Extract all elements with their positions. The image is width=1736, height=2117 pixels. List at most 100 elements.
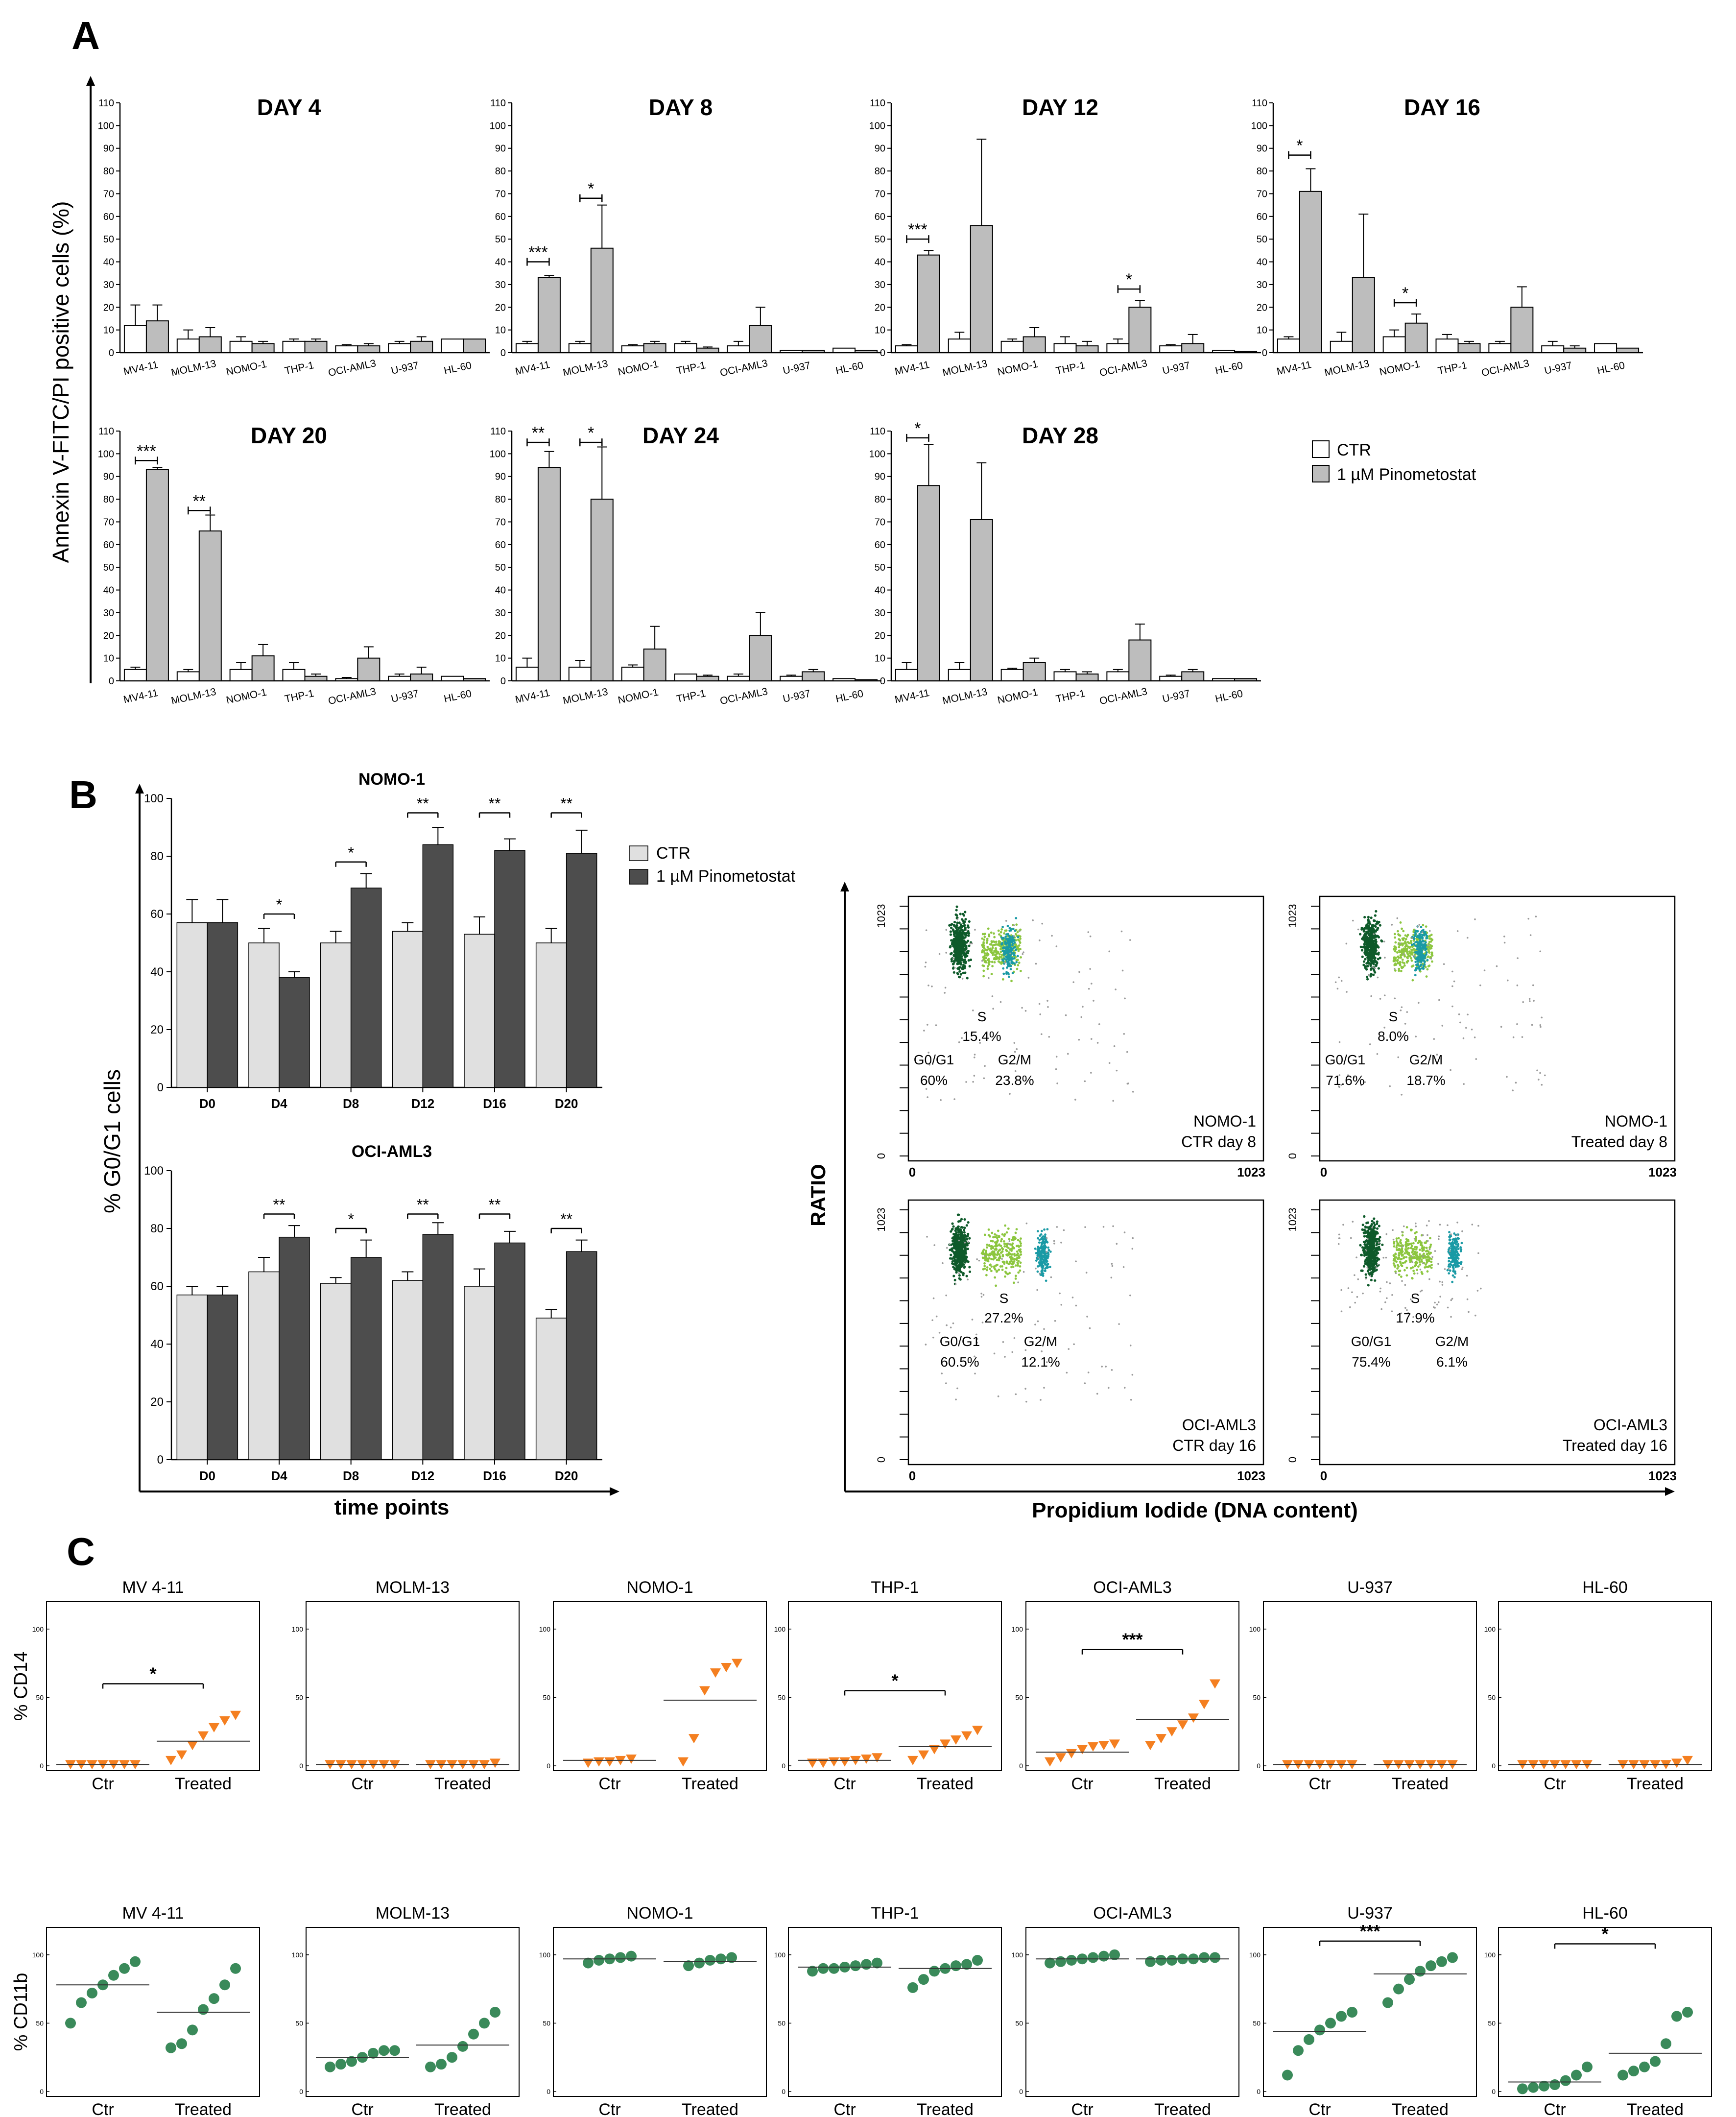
flow-event-g1 bbox=[961, 948, 964, 951]
y-tick-label: 60 bbox=[875, 212, 885, 222]
flow-event-debris bbox=[1438, 1238, 1440, 1240]
flow-event-s bbox=[993, 958, 996, 961]
bar-ctr bbox=[1106, 671, 1130, 682]
flow-event-s bbox=[981, 1251, 984, 1254]
flow-event-debris bbox=[961, 978, 964, 980]
panel-label-b: B bbox=[69, 773, 97, 817]
flow-event-g2 bbox=[1039, 1259, 1042, 1261]
flow-event-debris bbox=[1025, 1222, 1028, 1225]
flow-event-s bbox=[1398, 1274, 1401, 1276]
flow-event-g2 bbox=[1417, 950, 1420, 953]
flow-event-debris bbox=[933, 1244, 936, 1246]
flow-event-debris bbox=[1456, 930, 1459, 932]
flow-event-g1 bbox=[955, 1255, 959, 1259]
flow-event-g1 bbox=[1374, 1279, 1377, 1282]
bar-ctr bbox=[515, 667, 539, 681]
flow-event-debris bbox=[972, 1010, 974, 1011]
flow-event-debris bbox=[1404, 1023, 1406, 1025]
flow-event-g1 bbox=[1372, 973, 1375, 976]
flow-event-debris bbox=[1075, 1260, 1077, 1262]
flow-event-g1 bbox=[1359, 945, 1362, 948]
flow-event-g2 bbox=[1007, 943, 1010, 946]
flow-event-debris bbox=[1474, 1036, 1476, 1038]
bar-treated bbox=[917, 485, 940, 681]
flow-event-debris bbox=[949, 1243, 951, 1246]
flow-event-s bbox=[1001, 1269, 1004, 1271]
flow-event-g2 bbox=[1043, 1228, 1046, 1231]
flow-event-debris bbox=[1521, 1036, 1523, 1038]
flow-s-pct: 8.0% bbox=[1378, 1029, 1409, 1044]
flow-event-debris bbox=[1123, 1033, 1125, 1035]
data-point-cd11b bbox=[87, 1988, 97, 1998]
data-point-cd14 bbox=[1156, 1734, 1166, 1744]
flow-event-g2 bbox=[1035, 1251, 1038, 1254]
flow-event-s bbox=[1427, 1255, 1430, 1257]
flow-event-g2 bbox=[1420, 955, 1423, 958]
flow-event-s bbox=[998, 1235, 1000, 1238]
panel-c-group-label: Treated bbox=[682, 1775, 738, 1793]
flow-event-debris bbox=[1130, 1398, 1132, 1401]
y-tick-label: 0 bbox=[1262, 348, 1267, 359]
flow-event-debris bbox=[1090, 1038, 1093, 1040]
flow-event-g2 bbox=[1421, 934, 1424, 937]
flow-event-debris bbox=[1415, 1225, 1417, 1227]
panel-c-group-label: Treated bbox=[682, 2100, 738, 2117]
flow-event-s bbox=[1427, 949, 1430, 952]
y-tick-label: 50 bbox=[543, 1693, 550, 1701]
flow-event-debris bbox=[1050, 1276, 1052, 1278]
flow-event-s bbox=[1404, 1250, 1407, 1252]
bar-treated bbox=[590, 499, 614, 681]
flow-event-g1 bbox=[967, 1232, 970, 1235]
flow-event-s bbox=[988, 1257, 991, 1260]
flow-g2-pct: 6.1% bbox=[1436, 1354, 1468, 1370]
bar-ctr bbox=[392, 1280, 424, 1460]
flow-event-g1 bbox=[949, 930, 952, 933]
flow-event-g1 bbox=[962, 959, 965, 962]
panel-c-ylabel: % CD11b bbox=[11, 1973, 31, 2051]
flow-event-debris bbox=[1013, 935, 1015, 937]
y-tick-label: 100 bbox=[539, 1951, 551, 1959]
data-point-cd14 bbox=[166, 1756, 176, 1765]
bar-treated bbox=[566, 1251, 597, 1460]
flow-event-s bbox=[990, 940, 993, 943]
flow-event-s bbox=[1430, 934, 1433, 936]
y-tick-label: 110 bbox=[490, 426, 506, 437]
flow-event-g1 bbox=[1375, 1268, 1378, 1272]
flow-event-g1 bbox=[966, 924, 970, 927]
flow-event-s bbox=[1405, 1274, 1408, 1277]
flow-event-g1 bbox=[1359, 1244, 1362, 1247]
flow-event-debris bbox=[1340, 1084, 1343, 1086]
y-tick-label: 50 bbox=[875, 234, 885, 245]
flow-event-g1 bbox=[957, 937, 960, 939]
bar-ctr bbox=[727, 345, 750, 353]
flow-event-debris bbox=[1394, 997, 1396, 1000]
bar-treated bbox=[494, 1242, 525, 1460]
flow-event-debris bbox=[1357, 928, 1359, 931]
flow-event-g1 bbox=[963, 924, 966, 927]
flow-event-g1 bbox=[953, 949, 956, 952]
flow-event-g1 bbox=[1368, 1267, 1371, 1271]
flow-event-g1 bbox=[1362, 1265, 1366, 1268]
bar-treated bbox=[494, 850, 525, 1088]
bar-treated bbox=[198, 336, 222, 354]
panel-a-chart-title: DAY 24 bbox=[642, 423, 719, 448]
flow-event-s bbox=[988, 963, 991, 966]
flow-event-debris bbox=[1506, 1076, 1508, 1078]
bar-treated bbox=[145, 469, 169, 681]
flow-event-debris bbox=[1437, 1263, 1439, 1265]
flow-event-s bbox=[1016, 945, 1019, 948]
flow-event-debris bbox=[1439, 1280, 1441, 1283]
panel-c-group-label: Ctr bbox=[92, 2100, 114, 2117]
bar-treated bbox=[1075, 674, 1099, 682]
x-tick-label: OCI-AML3 bbox=[719, 358, 769, 379]
bar-ctr bbox=[1000, 340, 1024, 353]
flow-event-debris bbox=[1369, 1043, 1371, 1045]
flow-event-debris bbox=[1063, 1229, 1065, 1231]
flow-event-s bbox=[1415, 1231, 1418, 1233]
flow-event-s bbox=[1411, 1248, 1414, 1251]
panel-b-chart-title: NOMO-1 bbox=[358, 770, 425, 789]
flow-event-g1 bbox=[1367, 1264, 1370, 1267]
flow-event-debris bbox=[1522, 1001, 1524, 1003]
flow-plot-frame bbox=[1319, 895, 1676, 1162]
